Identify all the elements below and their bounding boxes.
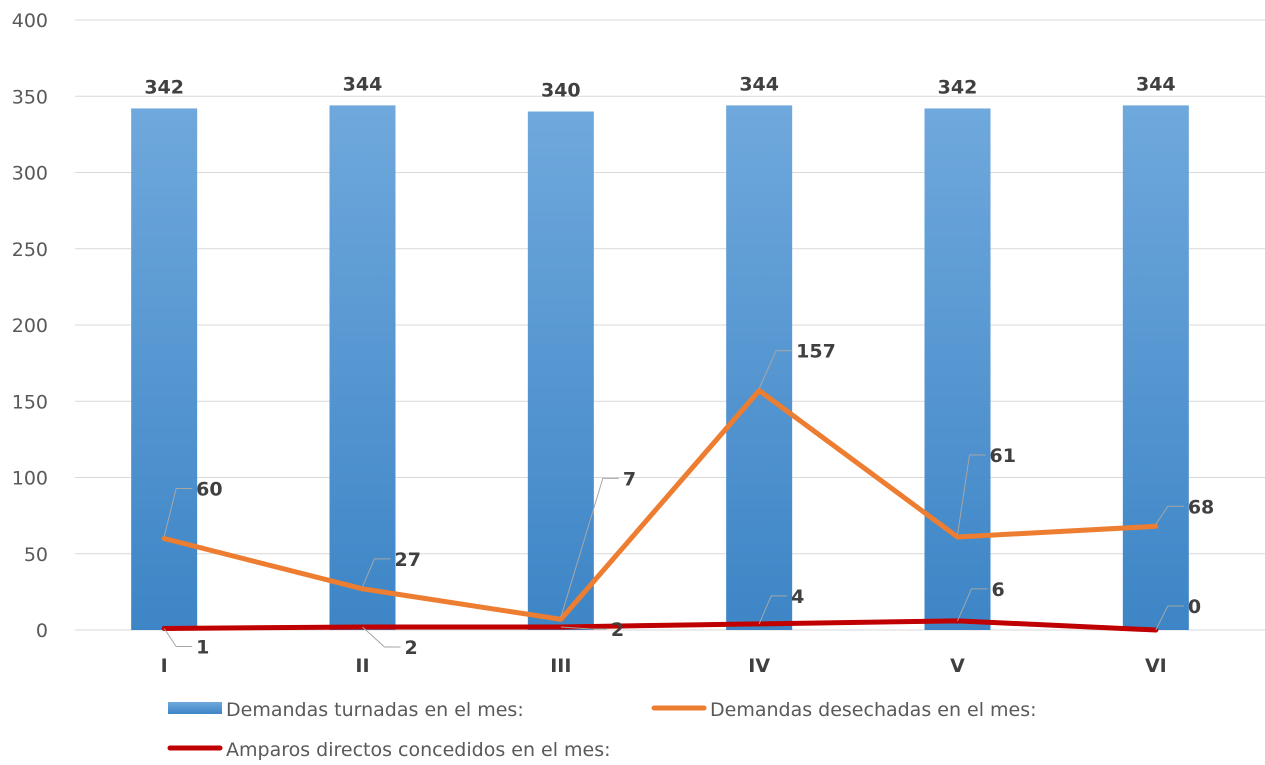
x-tick-label-V: V [950,655,965,677]
bar-label-III: 340 [541,80,581,102]
bar-IV [726,105,793,630]
orange-label-III: 7 [623,468,636,490]
red-leader-IV [758,595,788,625]
bar-series [131,105,1189,630]
orange-label-VI: 68 [1188,496,1214,518]
red-label-II: 2 [405,637,418,659]
gridlines [75,19,1265,631]
orange-leader-III [560,477,619,618]
red-label-VI: 0 [1188,596,1201,618]
y-tick-label-400: 400 [12,10,48,32]
line-series-2 [161,618,1159,633]
y-axis-tick-labels: 0 50 100 150 200 250 300 350 400 [12,10,48,642]
orange-leader-V [957,454,986,536]
y-tick-label-0: 0 [36,620,48,642]
bar-label-VI: 344 [1136,73,1176,95]
red-label-I: 1 [196,636,209,658]
orange-label-II: 27 [395,549,421,571]
red-label-V: 6 [992,579,1005,601]
bar-III [527,111,594,630]
red-label-III: 2 [611,619,624,641]
x-tick-label-IV: IV [748,655,770,677]
bar-label-II: 344 [343,73,383,95]
y-tick-label-50: 50 [24,544,48,566]
orange-label-IV: 157 [796,341,836,363]
legend: Demandas turnadas en el mes: Demandas des… [167,699,1037,761]
y-tick-label-200: 200 [12,315,48,337]
red-leader-II [362,626,401,648]
bar-I [131,108,198,630]
x-tick-label-VI: VI [1145,655,1167,677]
y-tick-label-150: 150 [12,391,48,413]
x-tick-label-I: I [161,655,168,677]
y-tick-label-350: 350 [12,86,48,108]
red-leader-III [560,626,607,630]
red-label-IV: 4 [791,586,804,608]
legend-swatch-0 [168,702,222,714]
orange-leader-IV [758,350,793,389]
x-tick-label-III: III [550,655,571,677]
y-tick-label-100: 100 [12,468,48,490]
bar-VI [1122,105,1189,630]
x-tick-label-II: II [355,655,369,677]
orange-label-V: 61 [990,445,1016,467]
red-leader-I [163,628,193,647]
y-tick-label-250: 250 [12,239,48,261]
legend-label-1: Demandas desechadas en el mes: [710,699,1037,721]
orange-leader-I [163,488,193,537]
legend-label-2: Amparos directos concedidos en el mes: [226,739,611,761]
bar-label-V: 342 [938,76,978,98]
orange-leader-VI [1155,505,1184,525]
y-tick-label-300: 300 [12,163,48,185]
legend-label-0: Demandas turnadas en el mes: [226,699,524,721]
bar-II [329,105,396,630]
x-axis-category-labels: I II III IV V VI [161,655,1167,677]
orange-leader-II [362,558,391,588]
line-series-1 [161,388,1159,622]
red-leader-VI [1155,605,1184,631]
orange-label-I: 60 [196,479,222,501]
red-leader-V [957,588,988,622]
line-series [161,388,1159,633]
bar-label-I: 342 [144,76,184,98]
bar-V [924,108,991,630]
bar-label-IV: 344 [739,73,779,95]
